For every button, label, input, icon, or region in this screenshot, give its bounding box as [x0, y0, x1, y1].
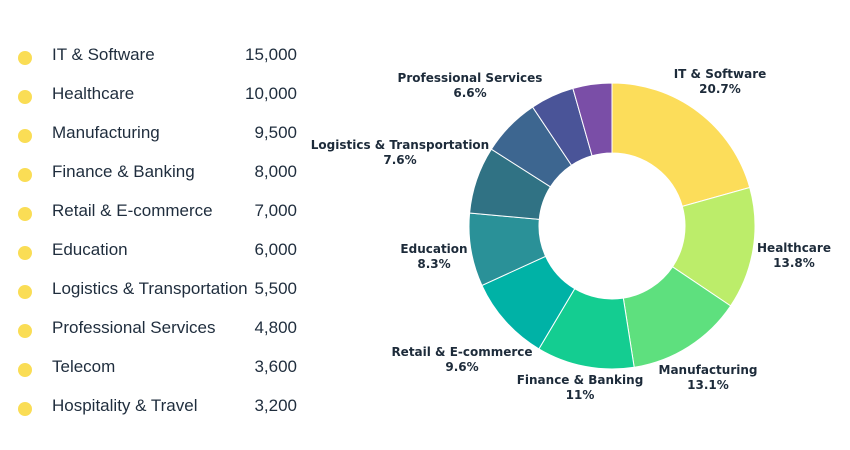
legend-label: IT & Software: [52, 45, 155, 64]
donut-slice: [611, 82, 751, 207]
legend-marker: [18, 363, 32, 377]
legend-value: 4,800: [254, 318, 297, 337]
legend-item: Telecom 3,600: [0, 354, 330, 384]
legend-marker: [18, 207, 32, 221]
slice-category-label: Finance & Banking: [517, 373, 644, 387]
legend-marker: [18, 285, 32, 299]
chart-legend: IT & Software 15,000 Healthcare 10,000 Manuf…: [0, 0, 330, 450]
slice-percent-label: 9.6%: [445, 360, 478, 374]
legend-label: Healthcare: [52, 84, 135, 103]
slice-percent-label: 20.7%: [699, 82, 741, 96]
slice-percent-label: 13.1%: [687, 378, 729, 392]
legend-item: Manufacturing 9,500: [0, 120, 330, 150]
legend-item: Finance & Banking 8,000: [0, 159, 330, 189]
legend-marker: [18, 129, 32, 143]
slice-category-label: Manufacturing: [659, 363, 758, 377]
legend-marker: [18, 168, 32, 182]
legend-marker: [18, 51, 32, 65]
legend-item: Professional Services 4,800: [0, 315, 330, 345]
legend-label: Manufacturing: [52, 123, 160, 142]
legend-label: Logistics & Transportation: [52, 279, 248, 298]
slice-percent-label: 6.6%: [453, 86, 486, 100]
slice-category-label: IT & Software: [674, 67, 767, 81]
legend-value: 8,000: [254, 162, 297, 181]
legend-marker: [18, 324, 32, 338]
slice-percent-label: 7.6%: [383, 153, 416, 167]
legend-marker: [18, 90, 32, 104]
legend-item: IT & Software 15,000: [0, 42, 330, 72]
legend-marker: [18, 246, 32, 260]
donut-slice: [572, 82, 613, 157]
legend-value: 9,500: [254, 123, 297, 142]
legend-value: 15,000: [245, 45, 297, 64]
legend-value: 6,000: [254, 240, 297, 259]
legend-label: Hospitality & Travel: [52, 396, 198, 415]
legend-value: 3,200: [254, 396, 297, 415]
legend-label: Retail & E-commerce: [52, 201, 213, 220]
legend-item: Logistics & Transportation 5,500: [0, 276, 330, 306]
slice-category-label: Professional Services: [398, 71, 543, 85]
legend-item: Healthcare 10,000: [0, 81, 330, 111]
slice-percent-label: 13.8%: [773, 256, 815, 270]
slice-percent-label: 8.3%: [417, 257, 450, 271]
legend-item: Retail & E-commerce 7,000: [0, 198, 330, 228]
legend-label: Professional Services: [52, 318, 216, 337]
legend-item: Hospitality & Travel 3,200: [0, 393, 330, 423]
legend-item: Education 6,000: [0, 237, 330, 267]
legend-label: Education: [52, 240, 128, 259]
slice-category-label: Retail & E-commerce: [391, 345, 532, 359]
slice-category-label: Healthcare: [757, 241, 831, 255]
slice-percent-label: 11%: [566, 388, 595, 402]
legend-marker: [18, 402, 32, 416]
slice-category-label: Education: [400, 242, 467, 256]
legend-label: Finance & Banking: [52, 162, 195, 181]
legend-value: 10,000: [245, 84, 297, 103]
legend-value: 5,500: [254, 279, 297, 298]
legend-label: Telecom: [52, 357, 116, 376]
legend-value: 7,000: [254, 201, 297, 220]
slice-category-label: Logistics & Transportation: [311, 138, 489, 152]
legend-value: 3,600: [254, 357, 297, 376]
